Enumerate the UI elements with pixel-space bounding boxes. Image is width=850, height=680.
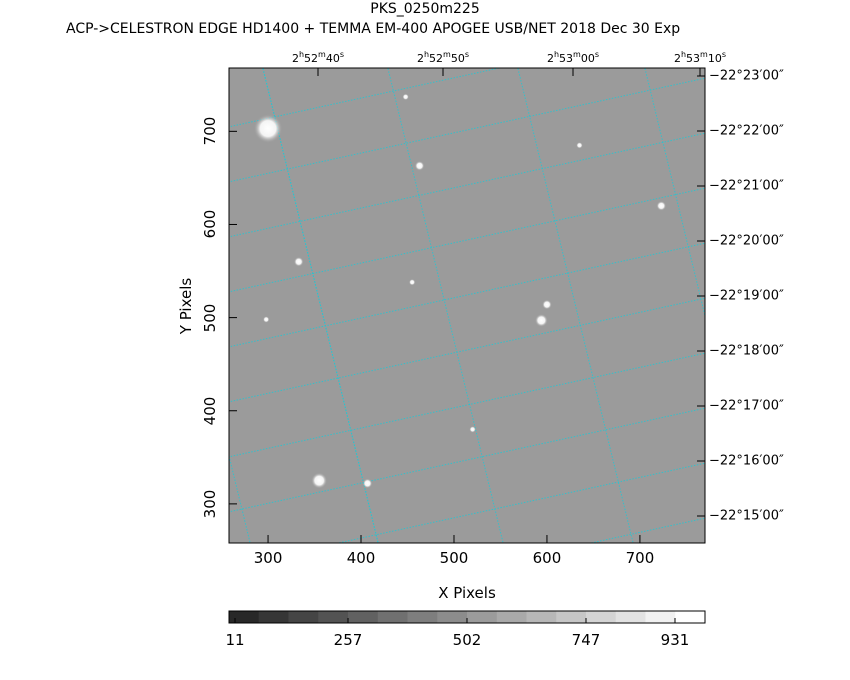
star xyxy=(402,93,409,101)
y-tick-label: 700 xyxy=(201,117,219,146)
dec-label: −22°15′00″ xyxy=(709,508,784,524)
colorbar-segment xyxy=(407,611,438,623)
dec-grid-line xyxy=(229,77,705,183)
ra-label: 2h52m40s xyxy=(291,50,345,65)
star-field xyxy=(253,93,667,489)
ra-grid-line xyxy=(644,68,705,318)
star xyxy=(576,142,583,149)
dec-grid-line xyxy=(229,297,705,403)
dec-grid-line xyxy=(229,132,705,238)
x-tick-label: 600 xyxy=(532,549,562,567)
dec-label: −22°16′00″ xyxy=(709,453,784,469)
dec-label: −22°23′00″ xyxy=(709,68,784,84)
y-tick-label: 500 xyxy=(201,303,219,332)
colorbar-segment xyxy=(288,611,319,623)
ra-grid-line xyxy=(517,68,634,543)
colorbar xyxy=(228,610,706,624)
star xyxy=(253,114,283,143)
colorbar-segment xyxy=(437,611,468,623)
ra-label: 2h52m50s xyxy=(416,50,470,65)
x-tick-label: 300 xyxy=(253,549,283,567)
dec-label: −22°18′00″ xyxy=(709,343,784,359)
x-axis-label: X Pixels xyxy=(438,584,496,602)
plot-frame xyxy=(228,67,706,544)
colorbar-tick-label: 931 xyxy=(660,631,690,649)
dec-grid-line xyxy=(229,352,705,458)
star xyxy=(469,426,476,433)
dec-grid-line xyxy=(229,407,705,513)
colorbar-segment xyxy=(318,611,349,623)
image-subtitle: ACP->CELESTRON EDGE HD1400 + TEMMA EM-40… xyxy=(66,21,681,37)
x-tick-label: 400 xyxy=(346,549,376,567)
dec-grid-line xyxy=(229,68,502,128)
colorbar-tick-label: 11 xyxy=(225,631,245,649)
colorbar-segment xyxy=(229,611,260,623)
colorbar-segment xyxy=(258,611,289,623)
x-tick-label: 700 xyxy=(625,549,655,567)
dec-grid-line xyxy=(229,187,705,293)
dec-label: −22°20′00″ xyxy=(709,233,784,249)
dec-label: −22°19′00″ xyxy=(709,288,784,304)
dec-grid-line xyxy=(588,517,705,543)
image-background xyxy=(229,68,705,543)
ra-label: 2h53m00s xyxy=(546,50,600,65)
image-title: PKS_0250m225 xyxy=(370,1,480,17)
y-tick-label: 600 xyxy=(201,210,219,239)
star xyxy=(262,316,270,323)
ra-grid-line xyxy=(387,68,504,543)
star xyxy=(362,478,373,489)
colorbar-segment xyxy=(556,611,587,623)
star xyxy=(408,279,416,286)
dec-label: −22°22′00″ xyxy=(709,123,784,139)
colorbar-segment xyxy=(496,611,527,623)
colorbar-segment xyxy=(675,611,706,623)
star xyxy=(293,256,304,267)
ra-label: 2h53m10s xyxy=(673,50,727,65)
colorbar-segment xyxy=(377,611,408,623)
dec-grid-line xyxy=(336,462,705,543)
colorbar-segment xyxy=(645,611,676,623)
colorbar-tick-label: 747 xyxy=(571,631,601,649)
dec-grid-line xyxy=(229,242,705,348)
colorbar-segment xyxy=(467,611,498,623)
colorbar-tick-label: 257 xyxy=(333,631,363,649)
star xyxy=(534,314,548,327)
y-tick-label: 300 xyxy=(201,489,219,519)
star xyxy=(656,201,667,211)
y-axis-label: Y Pixels xyxy=(177,277,195,335)
dec-label: −22°17′00″ xyxy=(709,398,784,414)
ra-grid-line xyxy=(229,453,251,543)
colorbar-tick-label: 502 xyxy=(452,631,482,649)
colorbar-segment xyxy=(586,611,617,623)
star xyxy=(542,299,552,310)
y-tick-label: 400 xyxy=(201,396,219,426)
colorbar-segment xyxy=(348,611,379,623)
x-tick-label: 500 xyxy=(439,549,469,567)
colorbar-segment xyxy=(526,611,557,623)
colorbar-segment xyxy=(615,611,646,623)
star xyxy=(414,160,425,171)
dec-label: −22°21′00″ xyxy=(709,178,784,194)
star xyxy=(311,472,328,489)
